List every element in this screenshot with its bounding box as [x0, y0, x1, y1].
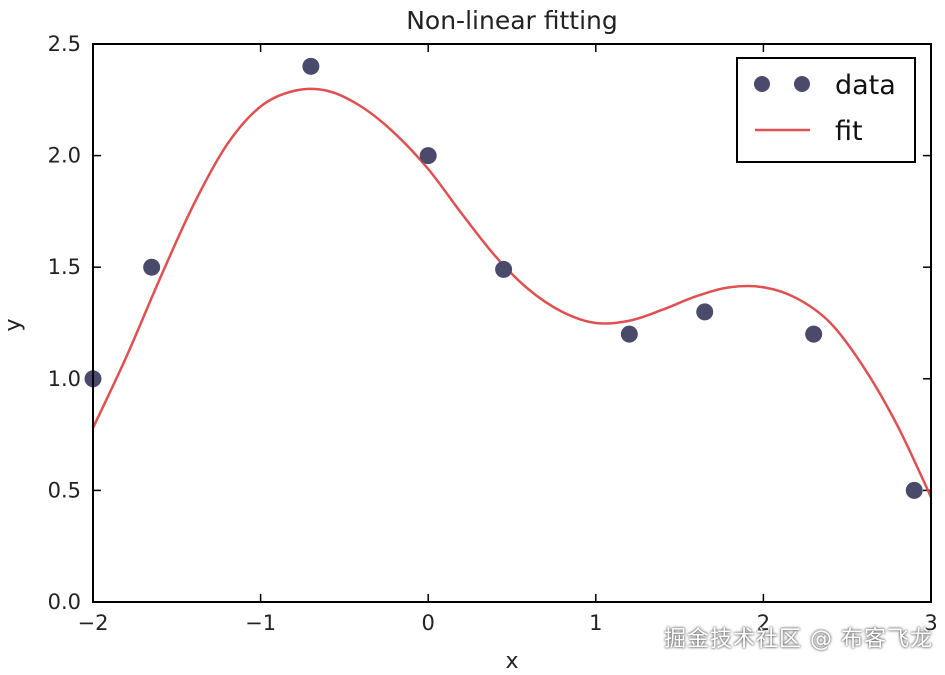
data-point	[302, 57, 320, 75]
y-tick-label: 1.5	[48, 255, 81, 279]
y-tick-label: 2.5	[48, 32, 81, 56]
legend-data-marker	[754, 76, 770, 92]
data-point	[805, 325, 823, 343]
legend-box	[736, 57, 916, 163]
x-tick-labels: −2 −1 0 1 2 3	[78, 611, 938, 635]
data-point	[620, 325, 638, 343]
y-tick-label: 0.0	[48, 590, 81, 614]
x-axis-label: x	[505, 649, 518, 674]
y-tick-label: 1.0	[48, 367, 81, 391]
legend: data fit	[736, 57, 916, 163]
data-point	[905, 481, 923, 499]
x-tick-label: 3	[924, 611, 937, 635]
legend-data-marker	[794, 76, 810, 92]
y-tick-label: 0.5	[48, 478, 81, 502]
data-point	[143, 258, 161, 276]
x-tick-label: −2	[78, 611, 109, 635]
watermark: 掘金技术社区 @ 布客飞龙	[664, 627, 933, 652]
y-tick-labels: 0.0 0.5 1.0 1.5 2.0 2.5	[48, 32, 81, 614]
data-point	[419, 147, 437, 165]
legend-label-fit: fit	[835, 116, 863, 147]
x-tick-label: 2	[757, 611, 770, 635]
y-axis-label: y	[1, 318, 26, 331]
x-tick-label: 1	[589, 611, 602, 635]
data-point	[495, 260, 513, 278]
data-point	[696, 303, 714, 321]
legend-label-data: data	[835, 70, 896, 101]
x-tick-label: 0	[422, 611, 435, 635]
x-tick-label: −1	[245, 611, 276, 635]
y-tick-label: 2.0	[48, 144, 81, 168]
chart-title: Non-linear fitting	[406, 6, 618, 35]
plot-frame	[92, 43, 932, 603]
